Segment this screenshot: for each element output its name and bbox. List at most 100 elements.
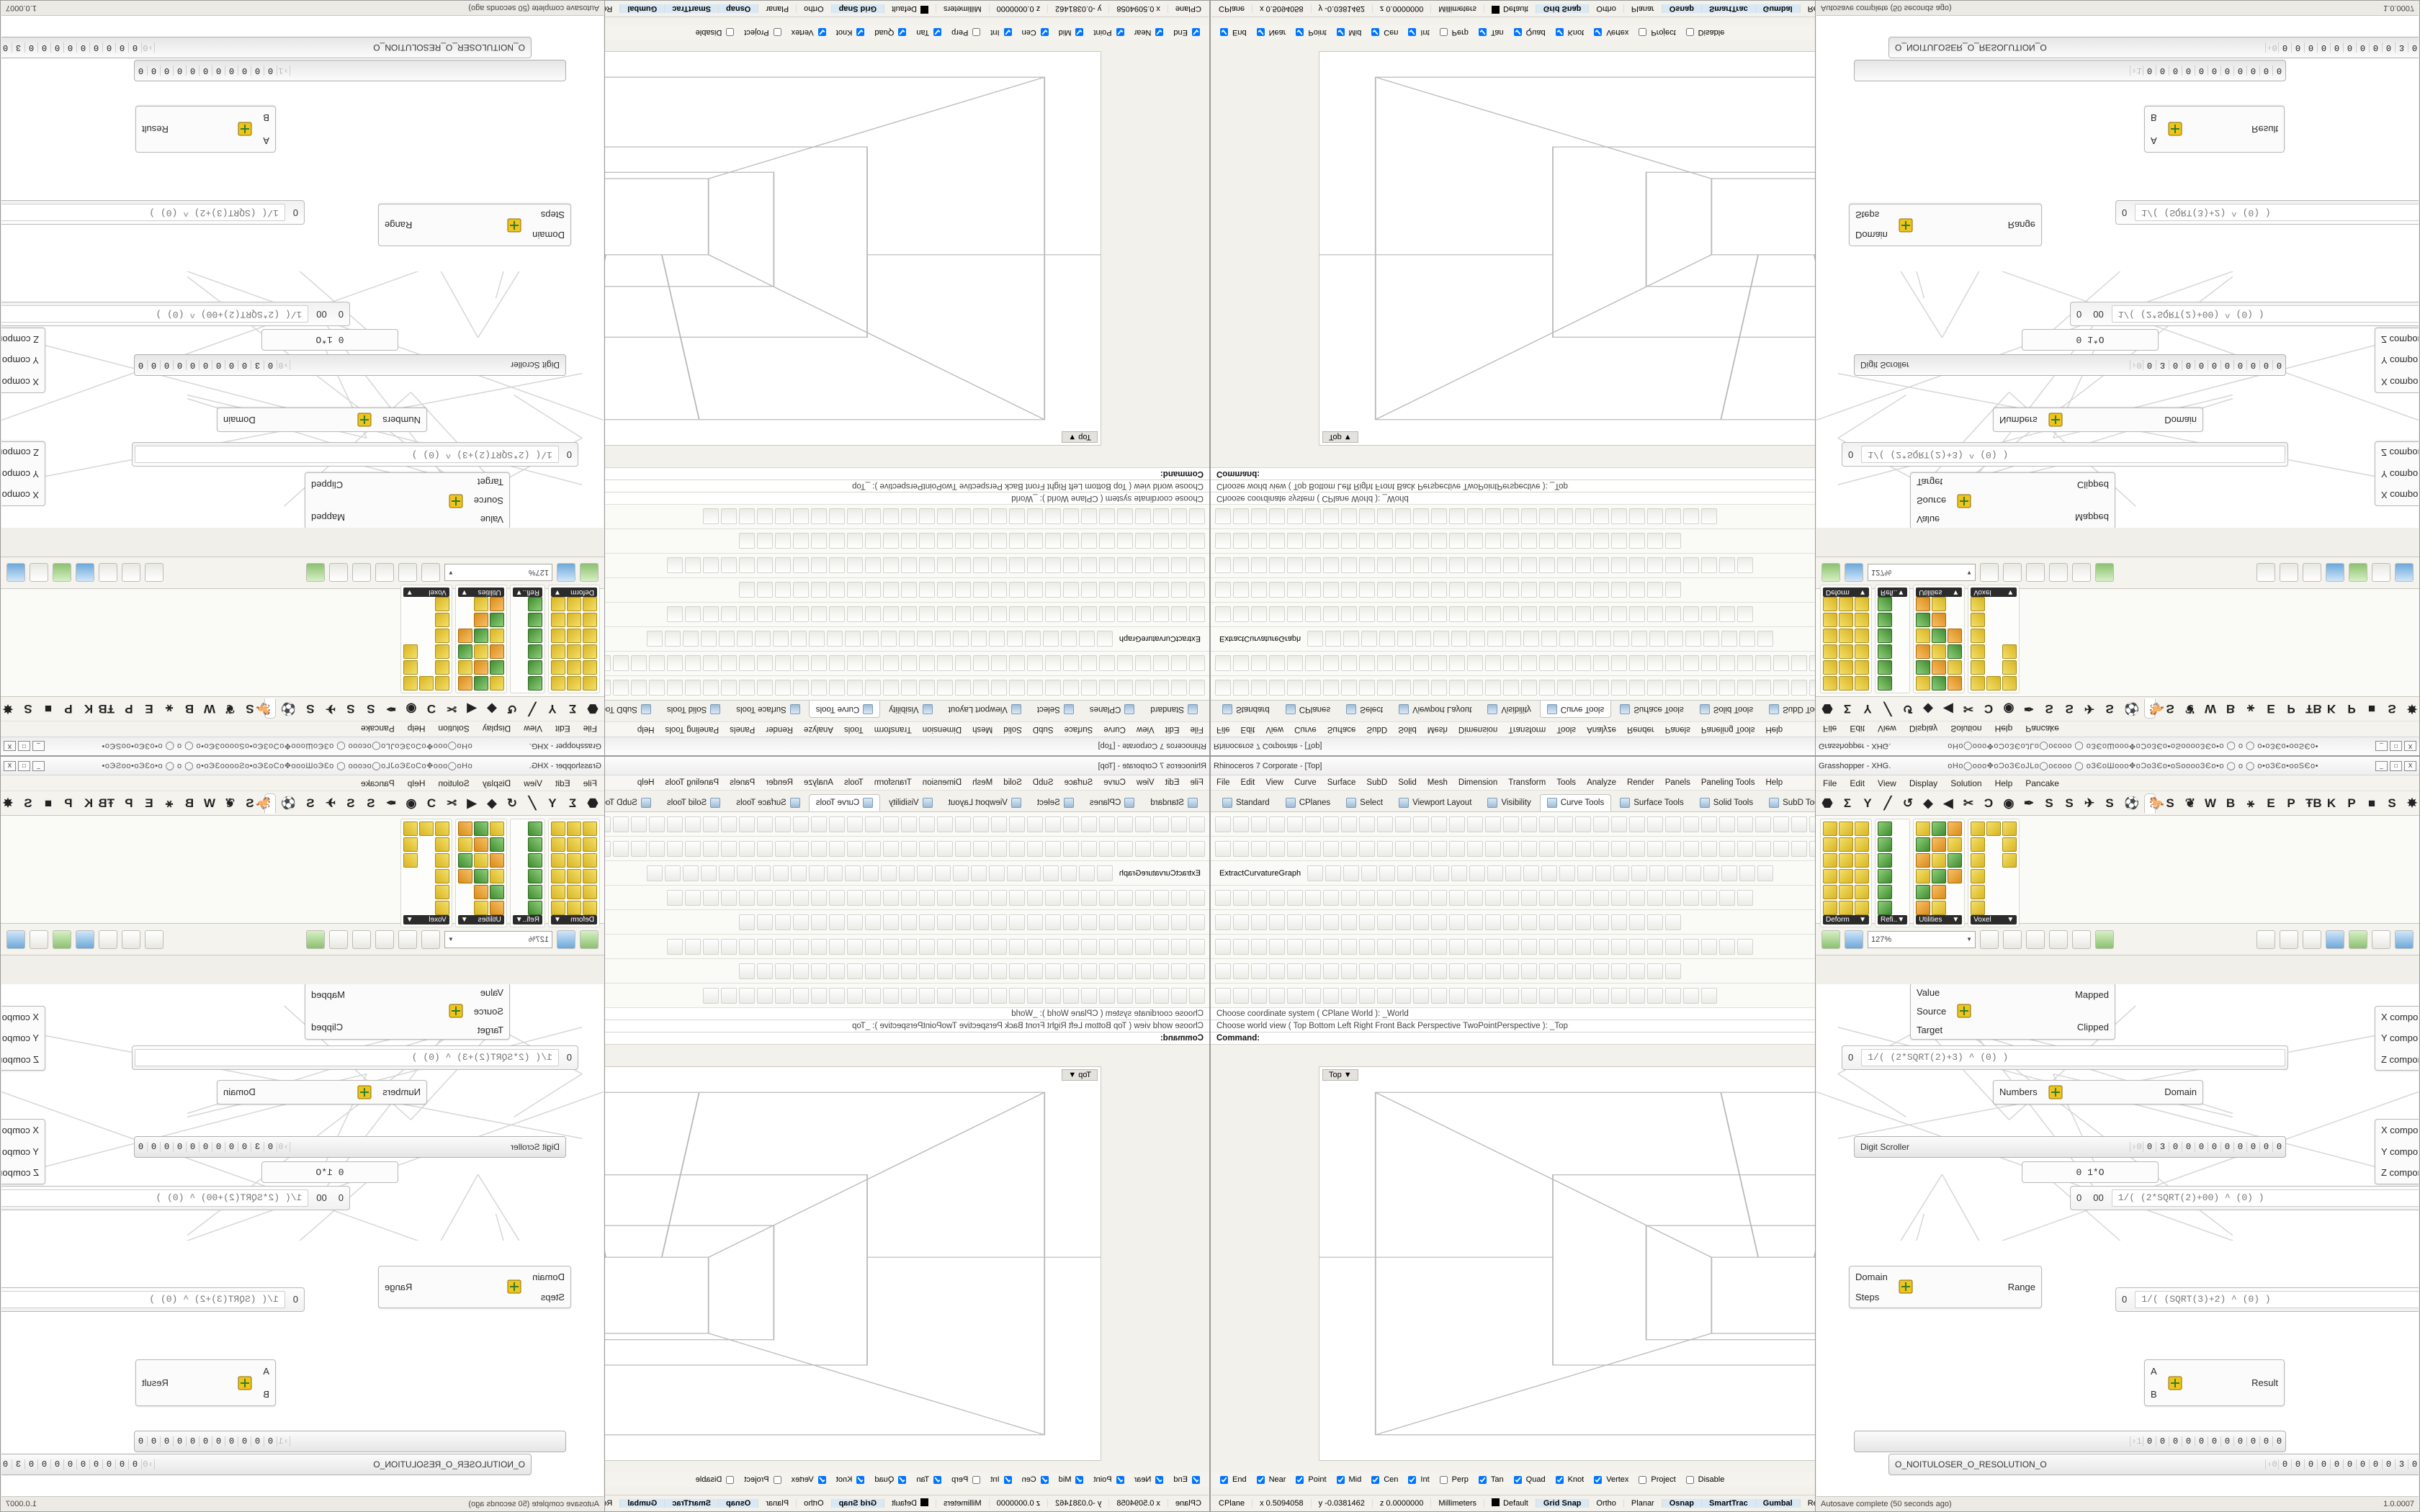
rhino-tool-icon[interactable] <box>1171 680 1187 696</box>
rhino-tool-icon[interactable] <box>1395 914 1411 930</box>
rhino-tool-icon[interactable] <box>1117 889 1133 906</box>
gh-tab-26[interactable]: P <box>2347 702 2356 716</box>
rhino-tool-icon[interactable] <box>1575 655 1591 672</box>
chevron-down-icon[interactable]: ▼ <box>1952 588 1960 596</box>
gh-menu-view[interactable]: View <box>1878 778 1896 788</box>
rhino-tool-icon[interactable] <box>1341 680 1357 696</box>
rhino-tool-icon[interactable] <box>1323 557 1339 574</box>
gh-tab-1[interactable]: Σ <box>568 702 577 716</box>
rhino-tool-icon[interactable] <box>847 889 863 906</box>
component-icon[interactable] <box>567 676 581 690</box>
osnap-mid[interactable]: Mid <box>1334 27 1361 39</box>
gh-node-remap[interactable]: Value Source Target Mapped Clipped <box>1910 984 2115 1040</box>
close-icon[interactable]: X <box>4 741 16 752</box>
rhino-tool-icon[interactable] <box>829 840 845 857</box>
gh-node-range[interactable]: Domain Steps Range <box>378 204 571 246</box>
rhino-tool-icon[interactable] <box>1081 914 1097 930</box>
rhino-tool-icon[interactable] <box>1757 631 1774 647</box>
rhino-tool-icon[interactable] <box>1593 606 1609 623</box>
osnap-checkbox[interactable] <box>898 28 907 37</box>
component-icon[interactable] <box>473 885 488 899</box>
rhino-tool-icon[interactable] <box>1233 914 1249 930</box>
gh-tab-25[interactable]: K <box>84 796 94 810</box>
rhino-tool-icon[interactable] <box>1557 889 1573 906</box>
rhino-tool-icon[interactable] <box>1737 889 1753 906</box>
status-toggle-grid-snap[interactable]: Grid Snap <box>830 1498 884 1508</box>
component-icon[interactable] <box>457 676 472 690</box>
component-icon[interactable] <box>583 885 597 899</box>
gh-menu-pancake[interactable]: Pancake <box>361 724 395 734</box>
rhino-tool-icon[interactable] <box>952 865 969 881</box>
rhino-tool-icon[interactable] <box>1215 938 1231 955</box>
component-icon[interactable] <box>1932 597 1947 611</box>
component-icon[interactable] <box>1916 660 1931 675</box>
digit-cell[interactable]: 0 <box>2259 66 2272 76</box>
component-icon[interactable] <box>1839 660 1853 675</box>
rhino-tool-icon[interactable] <box>1117 938 1133 955</box>
component-icon[interactable] <box>403 822 418 836</box>
osnap-checkbox[interactable] <box>1296 1475 1304 1484</box>
rhino-tool-icon[interactable] <box>1045 938 1061 955</box>
rhino-tool-icon[interactable] <box>1189 655 1205 672</box>
rhino-tool-icon[interactable] <box>1521 889 1537 906</box>
component-icon[interactable] <box>1932 676 1947 690</box>
rhino-tool-icon[interactable] <box>1117 606 1133 623</box>
osnap-end[interactable]: End <box>1173 27 1203 39</box>
component-icon[interactable] <box>567 644 581 659</box>
rhino-tool-icon[interactable] <box>883 655 899 672</box>
rhino-tool-icon[interactable] <box>1395 582 1411 598</box>
rhino-tool-icon[interactable] <box>1503 533 1519 549</box>
digit-cell[interactable]: 0 <box>77 1459 90 1470</box>
osnap-checkbox[interactable] <box>726 28 735 37</box>
rhino-tool-icon[interactable] <box>1323 840 1339 857</box>
rhino-tool-icon[interactable] <box>1415 865 1432 881</box>
rhino-tool-icon[interactable] <box>901 533 917 549</box>
rhino-tool-icon[interactable] <box>1009 938 1025 955</box>
rhino-tool-icon[interactable] <box>1629 914 1645 930</box>
rhino-tool-icon[interactable] <box>1189 606 1205 623</box>
rhino-tool-icon[interactable] <box>1099 987 1115 1004</box>
gh-tab-15[interactable]: ⚽ <box>2124 702 2140 716</box>
component-icon[interactable] <box>489 629 504 643</box>
rhino-tool-icon[interactable] <box>1117 840 1133 857</box>
digit-cell[interactable]: 0 <box>2369 1459 2382 1470</box>
rhino-tool-icon[interactable] <box>1683 987 1699 1004</box>
rhino-tool-icon[interactable] <box>721 987 737 1004</box>
digit-cell[interactable]: 0 <box>200 1141 212 1152</box>
rhino-tool-icon[interactable] <box>1539 557 1555 574</box>
gh-node-bounds[interactable]: Numbers Domain <box>217 408 427 433</box>
digit-cell[interactable]: 0 <box>129 42 142 53</box>
rhino-tool-icon[interactable] <box>775 582 791 598</box>
rhino-tool-icon[interactable] <box>937 816 953 832</box>
digit-cell[interactable]: 0 <box>2356 1459 2369 1470</box>
osnap-point[interactable]: Point <box>1094 1474 1127 1486</box>
rhino-tool-icon[interactable] <box>736 865 753 881</box>
osnap-knot[interactable]: Knot <box>836 27 868 39</box>
rhino-tool-icon[interactable] <box>1215 606 1231 623</box>
rhino-tool-icon[interactable] <box>1739 865 1756 881</box>
rhino-tool-icon[interactable] <box>1413 938 1429 955</box>
rhino-tool-icon[interactable] <box>1027 816 1043 832</box>
rhino-tool-icon[interactable] <box>1541 865 1558 881</box>
rhino-tool-icon[interactable] <box>973 938 989 955</box>
rhino-tool-icon[interactable] <box>955 963 971 979</box>
digit-cell[interactable]: 0 <box>64 1459 77 1470</box>
gh-tab-24[interactable]: ŦΒ <box>2305 702 2322 716</box>
rhino-tool-icon[interactable] <box>1503 582 1519 598</box>
gh-tab-5[interactable]: ◆ <box>1923 702 1933 716</box>
rhino-tool-icon[interactable] <box>1683 680 1699 696</box>
rhino-tool-icon[interactable] <box>1431 914 1447 930</box>
component-icon[interactable] <box>1823 676 1837 690</box>
rhino-tool-icon[interactable] <box>865 533 881 549</box>
component-icon[interactable] <box>1878 837 1892 852</box>
gh-menu-edit[interactable]: Edit <box>555 724 570 734</box>
component-icon[interactable] <box>583 629 597 643</box>
rhino-tool-icon[interactable] <box>937 963 953 979</box>
digit-cell[interactable]: 0 <box>2233 1141 2246 1152</box>
rhino-tool-icon[interactable] <box>829 606 845 623</box>
rhino-tool-icon[interactable] <box>1719 816 1735 832</box>
rhino-tab-cplanes[interactable]: CPlanes <box>1278 701 1337 718</box>
rhino-tool-icon[interactable] <box>991 582 1007 598</box>
rhino-tool-icon[interactable] <box>811 533 827 549</box>
component-icon[interactable] <box>1855 885 1869 899</box>
